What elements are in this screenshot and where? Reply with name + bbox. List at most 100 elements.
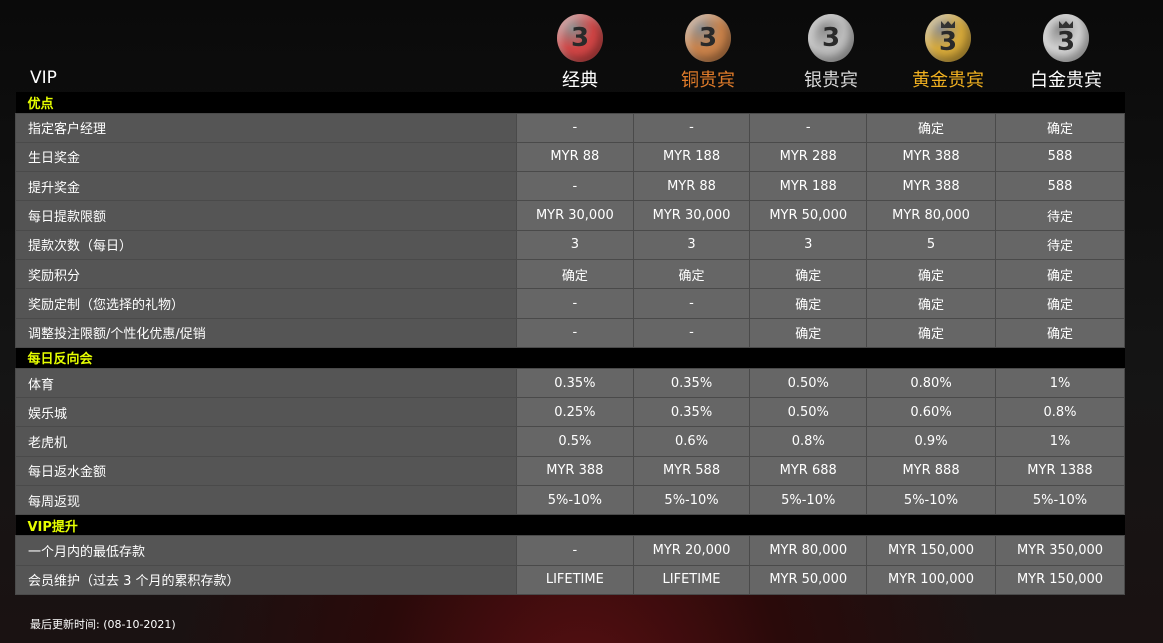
last-updated: 最后更新时间: (08-10-2021) — [30, 618, 176, 631]
cell-value: - — [632, 112, 751, 143]
row-label: 提款次数（每日） — [15, 229, 517, 260]
coin-digit: 3 — [698, 23, 718, 53]
cell-value: 5%-10% — [516, 485, 634, 516]
cell-value: 确定 — [995, 112, 1125, 143]
cell-value: 确定 — [866, 317, 997, 348]
table-row: 娱乐城 0.25% 0.35% 0.50% 0.60% 0.8% — [15, 397, 1125, 428]
crown-icon — [1059, 21, 1073, 28]
row-label: 每日提款限额 — [15, 200, 517, 231]
cell-value: 确定 — [632, 258, 751, 290]
cell-value: 588 — [995, 141, 1125, 173]
cell-value: MYR 188 — [749, 171, 868, 202]
cell-value: 0.9% — [866, 426, 997, 457]
table-row: 指定客户经理 - - - 确定 确定 — [15, 112, 1125, 143]
cell-value: 确定 — [866, 288, 997, 319]
cell-value: - — [516, 317, 634, 348]
coin-platinum-3-crown-icon: 3 — [1043, 14, 1089, 62]
tier-name: 白金贵宾 — [1030, 70, 1102, 91]
cell-value: MYR 80,000 — [749, 535, 868, 566]
cell-value: MYR 1388 — [995, 455, 1125, 487]
row-label: 每周返现 — [15, 485, 517, 516]
coin-digit: 3 — [821, 23, 841, 53]
cell-value: MYR 388 — [866, 141, 997, 173]
cell-value: MYR 388 — [516, 455, 634, 487]
row-label: 奖励定制（您选择的礼物） — [15, 288, 517, 319]
cell-value: 确定 — [749, 288, 868, 319]
table-row: 每日返水金额 MYR 388 MYR 588 MYR 688 MYR 888 MYR 13… — [15, 455, 1125, 487]
cell-value: - — [749, 112, 868, 143]
cell-value: MYR 100,000 — [866, 564, 997, 595]
row-label: 体育 — [15, 367, 517, 399]
tier-header: 3 白金贵宾 — [1006, 14, 1126, 92]
cell-value: 0.35% — [516, 367, 634, 399]
section-header: VIP提升 — [15, 514, 1125, 536]
tier-name: 铜贵宾 — [681, 70, 735, 91]
tier-name: 黄金贵宾 — [912, 70, 984, 91]
cell-value: MYR 20,000 — [632, 535, 751, 566]
cell-value: 3 — [516, 229, 634, 260]
tier-header: 3 铜贵宾 — [648, 14, 768, 92]
cell-value: 5%-10% — [749, 485, 868, 516]
cell-value: MYR 888 — [866, 455, 997, 487]
tier-header: 3 银贵宾 — [771, 14, 891, 92]
coin-silver-3-icon: 3 — [808, 14, 854, 62]
cell-value: - — [516, 112, 634, 143]
coin-red-3-icon: 3 — [557, 14, 603, 62]
row-label: 奖励积分 — [15, 258, 517, 290]
cell-value: - — [516, 171, 634, 202]
cell-value: MYR 88 — [516, 141, 634, 173]
cell-value: MYR 30,000 — [516, 200, 634, 231]
row-label: 老虎机 — [15, 426, 517, 457]
row-label: 娱乐城 — [15, 397, 517, 428]
cell-value: MYR 150,000 — [995, 564, 1125, 595]
cell-value: 确定 — [749, 317, 868, 348]
cell-value: LIFETIME — [632, 564, 751, 595]
cell-value: 确定 — [866, 258, 997, 290]
cell-value: MYR 88 — [632, 171, 751, 202]
cell-value: 确定 — [866, 112, 997, 143]
cell-value: 0.5% — [516, 426, 634, 457]
table-row: 奖励定制（您选择的礼物） - - 确定 确定 确定 — [15, 288, 1125, 319]
cell-value: MYR 388 — [866, 171, 997, 202]
coin-digit: 3 — [570, 23, 590, 53]
cell-value: MYR 30,000 — [632, 200, 751, 231]
row-label: 指定客户经理 — [15, 112, 517, 143]
table-row: 老虎机 0.5% 0.6% 0.8% 0.9% 1% — [15, 426, 1125, 457]
section-title: 优点 — [15, 92, 1125, 113]
tier-name: 银贵宾 — [804, 70, 858, 91]
cell-value: 待定 — [995, 200, 1125, 231]
cell-value: LIFETIME — [516, 564, 634, 595]
cell-value: 确定 — [516, 258, 634, 290]
cell-value: 588 — [995, 171, 1125, 202]
cell-value: MYR 150,000 — [866, 535, 997, 566]
table-row: 每周返现 5%-10% 5%-10% 5%-10% 5%-10% 5%-10% — [15, 485, 1125, 516]
cell-value: - — [632, 317, 751, 348]
cell-value: 5 — [866, 229, 997, 260]
row-label: 生日奖金 — [15, 141, 517, 173]
cell-value: 0.8% — [749, 426, 868, 457]
cell-value: 0.60% — [866, 397, 997, 428]
cell-value: MYR 288 — [749, 141, 868, 173]
cell-value: 0.50% — [749, 397, 868, 428]
cell-value: MYR 50,000 — [749, 200, 868, 231]
cell-value: 5%-10% — [866, 485, 997, 516]
cell-value: MYR 588 — [632, 455, 751, 487]
row-label: 调整投注限额/个性化优惠/促销 — [15, 317, 517, 348]
cell-value: MYR 188 — [632, 141, 751, 173]
row-label: 每日返水金额 — [15, 455, 517, 487]
cell-value: 0.6% — [632, 426, 751, 457]
table-row: 奖励积分 确定 确定 确定 确定 确定 — [15, 258, 1125, 290]
table-row: 每日提款限额 MYR 30,000 MYR 30,000 MYR 50,000 MYR … — [15, 200, 1125, 231]
section-header: 优点 — [15, 92, 1125, 113]
cell-value: 5%-10% — [632, 485, 751, 516]
coin-digit: 3 — [1056, 27, 1076, 57]
cell-value: 3 — [749, 229, 868, 260]
tier-name: 经典 — [562, 70, 598, 91]
cell-value: 确定 — [749, 258, 868, 290]
section-title: VIP提升 — [15, 514, 1125, 536]
table-row: 一个月内的最低存款 - MYR 20,000 MYR 80,000 MYR 150,00… — [15, 535, 1125, 566]
cell-value: - — [516, 288, 634, 319]
table-row: 体育 0.35% 0.35% 0.50% 0.80% 1% — [15, 367, 1125, 399]
cell-value: 0.35% — [632, 367, 751, 399]
crown-icon — [941, 21, 955, 28]
